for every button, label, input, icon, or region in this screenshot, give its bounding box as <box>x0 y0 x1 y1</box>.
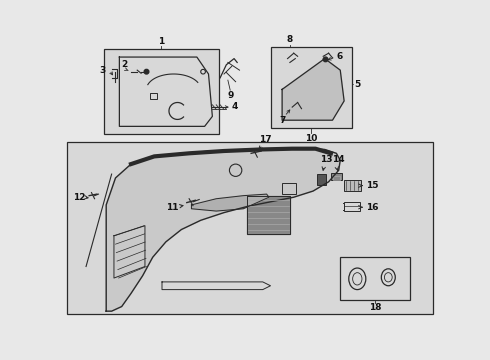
FancyBboxPatch shape <box>340 257 410 300</box>
Polygon shape <box>192 194 269 211</box>
Text: 17: 17 <box>259 135 271 144</box>
Polygon shape <box>282 59 344 120</box>
Text: 8: 8 <box>287 35 293 44</box>
Circle shape <box>144 69 149 74</box>
Text: 12: 12 <box>73 193 85 202</box>
Text: 18: 18 <box>369 303 381 312</box>
Text: 6: 6 <box>336 52 343 61</box>
Text: 15: 15 <box>366 181 378 190</box>
Text: 9: 9 <box>227 91 233 100</box>
Polygon shape <box>247 195 290 234</box>
Text: 3: 3 <box>99 66 105 75</box>
Text: 16: 16 <box>366 203 378 212</box>
Text: 7: 7 <box>279 116 285 125</box>
Text: 13: 13 <box>320 155 333 164</box>
Text: 2: 2 <box>122 60 128 69</box>
FancyBboxPatch shape <box>68 142 433 314</box>
Circle shape <box>323 57 328 62</box>
Bar <box>344 202 360 211</box>
Text: 11: 11 <box>166 203 178 212</box>
Text: 1: 1 <box>158 36 164 45</box>
Polygon shape <box>106 149 340 311</box>
Text: 5: 5 <box>354 80 361 89</box>
Bar <box>344 180 361 191</box>
FancyBboxPatch shape <box>270 47 352 128</box>
Text: 10: 10 <box>305 134 317 143</box>
Text: 4: 4 <box>232 102 238 111</box>
Bar <box>282 183 296 194</box>
Bar <box>317 174 326 185</box>
Bar <box>333 176 340 180</box>
Bar <box>331 172 342 180</box>
Bar <box>150 93 157 99</box>
FancyBboxPatch shape <box>104 49 219 134</box>
Text: 14: 14 <box>332 155 344 164</box>
